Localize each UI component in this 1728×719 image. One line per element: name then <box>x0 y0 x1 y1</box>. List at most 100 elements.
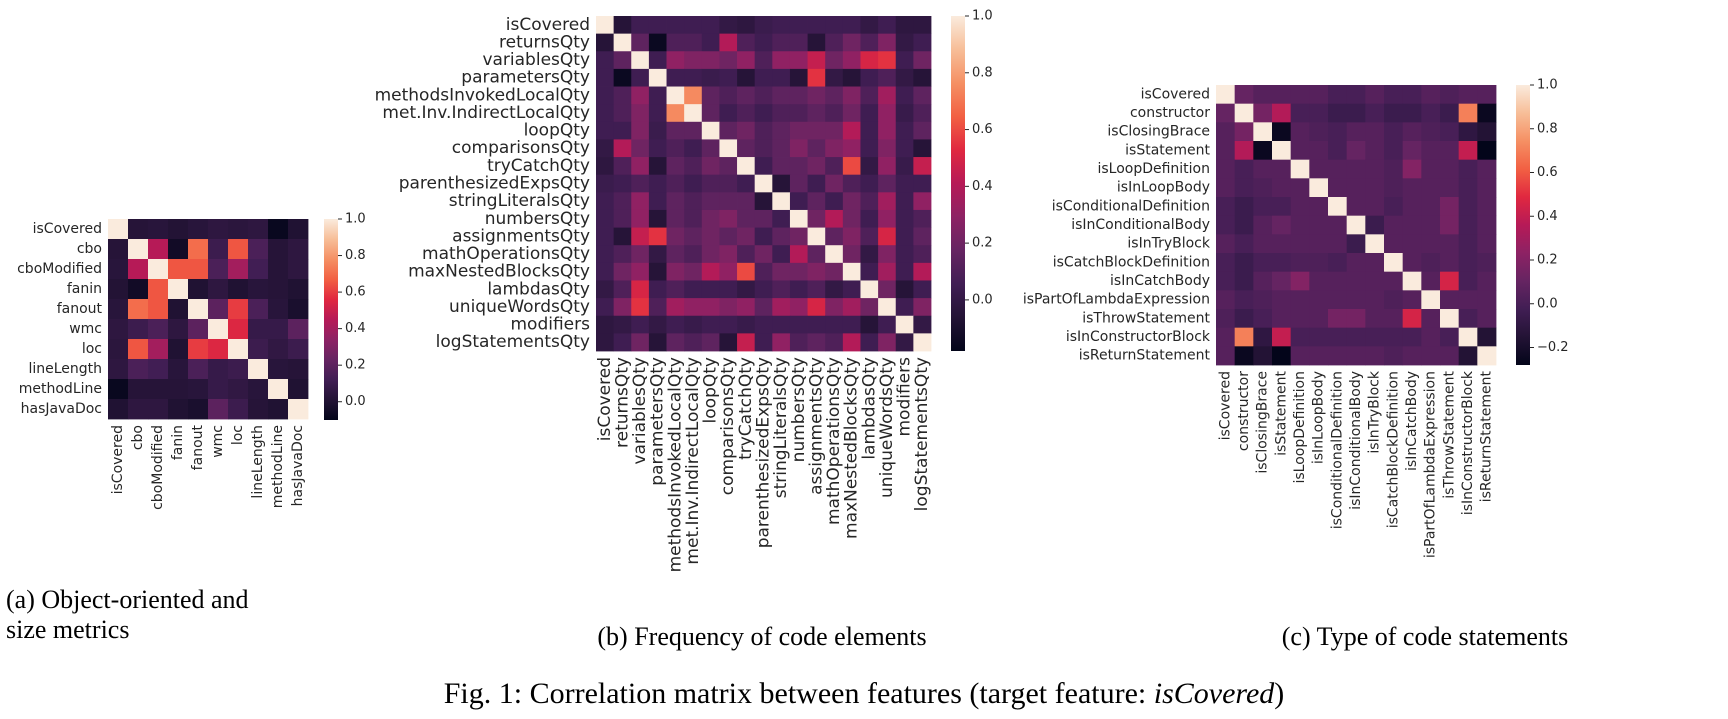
heatmap-cell <box>701 86 720 105</box>
heatmap-cell <box>1216 103 1236 123</box>
heatmap-cell <box>248 379 269 400</box>
heatmap-cell <box>666 298 685 317</box>
heatmap-cell <box>1458 103 1478 123</box>
heatmap-cell <box>772 104 791 123</box>
heatmap-cell <box>772 245 791 264</box>
y-tick-label: isInCatchBody <box>1110 273 1210 289</box>
heatmap-cell <box>895 298 914 317</box>
heatmap-cell <box>596 280 615 299</box>
heatmap-cell <box>754 280 773 299</box>
heatmap-cell <box>248 359 269 380</box>
heatmap-cell <box>860 86 879 105</box>
heatmap-cell <box>631 298 650 317</box>
heatmap-cell <box>1402 159 1422 179</box>
heatmap-cell <box>1216 141 1236 161</box>
heatmap-cell <box>631 68 650 87</box>
heatmap-cell <box>613 227 632 246</box>
heatmap-cell <box>208 239 229 260</box>
heatmap-cell <box>684 139 703 158</box>
heatmap-cell <box>168 359 189 380</box>
heatmap-cell <box>208 259 229 280</box>
heatmap-cell <box>842 157 861 176</box>
x-tick-label: isLoopDefinition <box>1292 371 1308 484</box>
heatmap-cell <box>1272 290 1292 310</box>
heatmap-cell <box>1234 178 1254 198</box>
heatmap-cell <box>648 227 667 246</box>
heatmap-cell <box>188 339 209 360</box>
heatmap-cell <box>719 16 738 35</box>
heatmap-cell <box>248 259 269 280</box>
heatmap-cell <box>754 192 773 211</box>
heatmap-cell <box>1272 234 1292 254</box>
heatmap-cell <box>1216 85 1236 105</box>
heatmap-cell <box>128 239 149 260</box>
heatmap-cell <box>1365 346 1385 366</box>
colorbar-tick-label: 0.4 <box>1537 209 1558 224</box>
heatmap-cell <box>842 104 861 123</box>
heatmap-cell <box>268 319 289 340</box>
y-tick-label: isCovered <box>506 15 590 35</box>
heatmap-cell <box>268 299 289 320</box>
heatmap-cell <box>895 192 914 211</box>
heatmap-cell <box>789 139 808 158</box>
heatmap-cell <box>1402 122 1422 142</box>
heatmap-cell <box>108 379 129 400</box>
heatmap-cell <box>772 51 791 70</box>
heatmap-cell <box>825 174 844 193</box>
heatmap-cell <box>789 209 808 228</box>
heatmap-cell <box>878 86 897 105</box>
heatmap-cell <box>772 298 791 317</box>
heatmap-cell <box>1253 327 1273 347</box>
heatmap-cell <box>208 219 229 240</box>
heatmap-cell <box>1384 197 1404 217</box>
heatmap-cell <box>1253 290 1273 310</box>
heatmap-cell <box>248 339 269 360</box>
y-tick-label: hasJavaDoc <box>21 401 102 417</box>
heatmap-cell <box>648 262 667 281</box>
heatmap-cell <box>1365 197 1385 217</box>
heatmap-cell <box>1290 215 1310 235</box>
heatmap-cell <box>1477 103 1497 123</box>
heatmap-cell <box>1309 290 1329 310</box>
heatmap-cell <box>754 33 773 52</box>
heatmap-cell <box>1421 309 1441 329</box>
heatmap-cell <box>772 315 791 334</box>
heatmap-cell <box>208 399 229 420</box>
heatmap-cell <box>596 227 615 246</box>
heatmap-cell <box>754 68 773 87</box>
heatmap-cell <box>1309 327 1329 347</box>
heatmap-cell <box>1440 215 1460 235</box>
heatmap-cell <box>1234 122 1254 142</box>
x-tick-label: isInCatchBody <box>1404 371 1420 471</box>
heatmap-cell <box>913 280 932 299</box>
heatmap-cell <box>108 359 129 380</box>
heatmap-cell <box>1440 234 1460 254</box>
heatmap-cell <box>772 209 791 228</box>
heatmap-cell <box>684 192 703 211</box>
heatmap-cell <box>1272 309 1292 329</box>
heatmap-cell <box>772 192 791 211</box>
heatmap-cell <box>268 359 289 380</box>
heatmap-cell <box>1402 85 1422 105</box>
heatmap-cell <box>128 359 149 380</box>
subcaption: size metrics <box>6 615 129 644</box>
heatmap-cell <box>1216 309 1236 329</box>
heatmap-cell <box>825 262 844 281</box>
heatmap-cell <box>1253 141 1273 161</box>
heatmap-cell <box>754 174 773 193</box>
heatmap-cell <box>631 121 650 140</box>
heatmap-cell <box>188 279 209 300</box>
heatmap-cell <box>1402 178 1422 198</box>
heatmap-panel-0: isCoveredisCoveredcbocbocboModifiedcboMo… <box>6 212 366 645</box>
heatmap-cell <box>108 339 129 360</box>
heatmap-cell <box>684 333 703 352</box>
heatmap-cell <box>631 245 650 264</box>
subcaption: (c) Type of code statements <box>1282 622 1568 651</box>
heatmap-cell <box>1290 253 1310 273</box>
heatmap-cell <box>631 139 650 158</box>
heatmap-cell <box>1421 122 1441 142</box>
heatmap-cell <box>1365 234 1385 254</box>
heatmap-cell <box>1440 309 1460 329</box>
heatmap-cell <box>1234 197 1254 217</box>
heatmap-cell <box>1234 327 1254 347</box>
